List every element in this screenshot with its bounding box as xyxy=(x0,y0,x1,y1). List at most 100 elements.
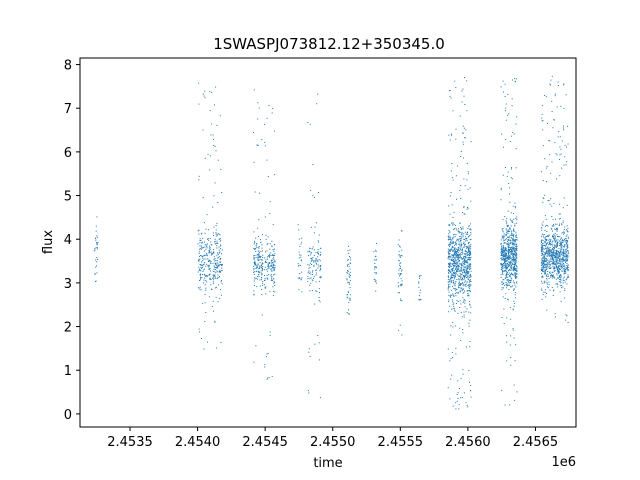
data-point xyxy=(211,253,213,254)
data-point xyxy=(271,276,273,278)
data-point xyxy=(511,250,513,252)
data-point xyxy=(260,265,262,266)
data-point xyxy=(452,237,453,239)
data-point xyxy=(509,280,511,281)
data-point xyxy=(566,260,568,262)
data-point xyxy=(501,317,503,318)
data-point xyxy=(564,238,565,240)
data-point xyxy=(451,273,453,275)
data-point xyxy=(219,271,221,272)
data-point xyxy=(310,252,312,254)
data-point xyxy=(466,268,468,270)
data-point xyxy=(502,251,504,253)
data-point xyxy=(464,272,465,274)
data-point xyxy=(567,276,569,278)
data-point xyxy=(558,271,560,273)
data-point xyxy=(515,236,517,238)
data-point xyxy=(563,125,564,127)
data-point xyxy=(512,240,514,242)
data-point xyxy=(564,288,566,290)
data-point xyxy=(260,272,262,274)
data-point xyxy=(255,257,257,259)
data-point xyxy=(349,282,350,284)
data-point xyxy=(448,244,449,246)
data-point xyxy=(310,251,312,253)
data-point xyxy=(567,276,569,278)
data-point xyxy=(508,283,510,285)
data-point xyxy=(313,275,315,277)
data-point xyxy=(211,91,213,93)
data-point xyxy=(468,243,469,245)
data-point xyxy=(470,253,472,255)
data-point xyxy=(209,110,211,112)
data-point xyxy=(546,258,548,260)
data-point xyxy=(266,270,268,272)
data-point xyxy=(320,277,321,279)
data-point xyxy=(213,310,214,312)
data-point xyxy=(555,218,556,220)
data-point xyxy=(465,272,467,274)
data-point xyxy=(551,161,553,163)
data-point xyxy=(453,264,455,266)
data-point xyxy=(264,278,266,279)
data-point xyxy=(546,293,547,294)
data-point xyxy=(505,266,507,268)
data-point xyxy=(469,251,471,253)
data-point xyxy=(454,250,456,252)
data-point xyxy=(558,281,560,283)
data-point xyxy=(565,314,567,316)
data-point xyxy=(546,263,548,265)
data-point xyxy=(214,260,216,262)
data-point xyxy=(503,245,505,247)
data-point xyxy=(542,275,544,277)
data-point xyxy=(199,248,201,250)
data-point xyxy=(318,359,320,361)
data-point xyxy=(553,247,555,249)
data-point xyxy=(199,275,201,277)
data-point xyxy=(310,248,312,250)
data-point xyxy=(254,240,255,242)
data-point xyxy=(202,197,204,199)
data-point xyxy=(555,244,557,246)
data-point xyxy=(516,272,518,274)
data-point xyxy=(548,266,550,268)
data-point xyxy=(505,253,506,255)
data-point xyxy=(513,280,514,282)
data-point xyxy=(220,248,222,249)
data-point xyxy=(449,264,450,266)
data-point xyxy=(541,253,543,255)
data-point xyxy=(555,93,556,95)
data-point xyxy=(470,239,472,241)
data-point xyxy=(464,104,466,105)
data-point xyxy=(470,141,472,143)
data-point xyxy=(273,256,275,258)
data-point xyxy=(542,267,544,269)
data-point xyxy=(514,223,516,225)
data-point xyxy=(508,281,510,283)
data-point xyxy=(200,248,202,250)
data-point xyxy=(548,255,550,257)
data-point xyxy=(212,262,214,264)
data-point xyxy=(259,265,261,267)
data-point xyxy=(454,266,456,268)
data-point xyxy=(561,254,563,256)
data-point xyxy=(549,247,551,248)
data-point xyxy=(210,284,212,286)
data-point xyxy=(459,284,461,286)
data-point xyxy=(453,259,455,260)
data-point xyxy=(553,246,555,248)
data-point xyxy=(564,156,566,158)
data-point xyxy=(208,259,210,261)
data-point xyxy=(551,287,553,289)
data-point xyxy=(96,258,98,260)
data-point xyxy=(254,263,256,265)
data-point xyxy=(199,288,201,290)
data-point xyxy=(419,289,421,291)
data-point xyxy=(455,227,457,229)
data-point xyxy=(206,341,208,343)
data-point xyxy=(259,285,261,287)
data-point xyxy=(300,278,302,280)
data-point xyxy=(516,222,518,224)
data-point xyxy=(462,236,464,238)
data-point xyxy=(556,227,558,229)
